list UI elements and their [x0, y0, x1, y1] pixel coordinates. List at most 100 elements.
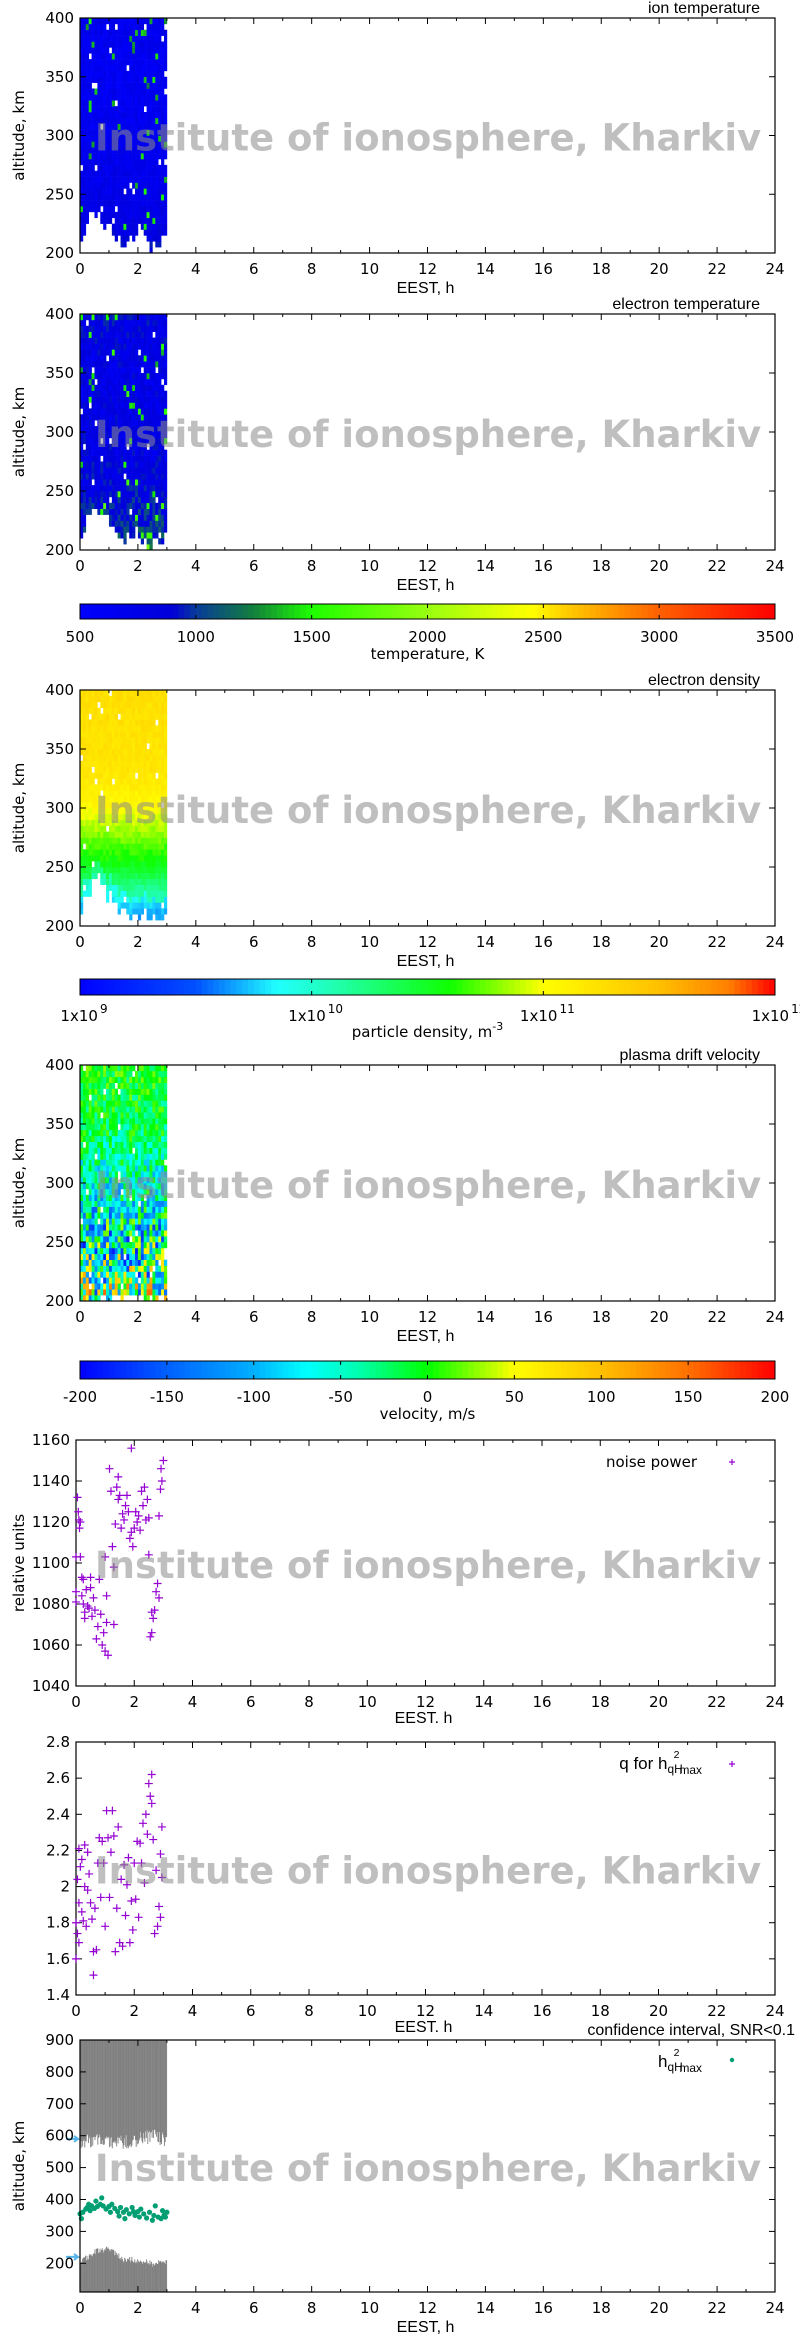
heatmap-cell	[103, 1236, 107, 1243]
heatmap-cell	[163, 1212, 168, 1219]
heatmap-cell	[155, 1082, 159, 1089]
heatmap-cell	[88, 843, 92, 850]
heatmap-cell	[132, 129, 136, 136]
heatmap-cell	[161, 53, 165, 60]
heatmap-cell	[88, 1141, 92, 1148]
heatmap-cell	[161, 349, 165, 356]
heatmap-cell	[155, 426, 159, 433]
heatmap-cell	[106, 1076, 110, 1083]
heatmap-cell	[103, 1177, 107, 1184]
heatmap-cell	[140, 1094, 145, 1101]
heatmap-cell	[123, 23, 127, 31]
colorbar-segment	[693, 979, 701, 995]
heatmap-cell	[123, 159, 127, 166]
heatmap-cell	[158, 1206, 162, 1213]
heatmap-cell	[82, 831, 87, 838]
heatmap-cell	[152, 1100, 156, 1107]
heatmap-cell	[97, 508, 101, 515]
heatmap-cell	[80, 772, 84, 779]
heatmap-cell	[80, 1277, 84, 1284]
heatmap-cell	[135, 443, 139, 450]
heatmap-cell	[80, 1265, 84, 1272]
heatmap-cell	[94, 813, 98, 821]
heatmap-cell	[161, 766, 165, 773]
heatmap-cell	[91, 719, 95, 726]
colorbar-segment	[108, 979, 116, 995]
heatmap-cell	[111, 182, 116, 189]
heatmap-cell	[137, 1206, 142, 1213]
heatmap-cell	[88, 117, 92, 125]
colorbar-segment	[734, 979, 741, 995]
heatmap-cell	[97, 70, 101, 78]
heatmap-cell	[135, 808, 139, 815]
heatmap-cell	[94, 343, 98, 350]
colorbar-segment	[717, 604, 724, 619]
heatmap-cell	[88, 1129, 92, 1137]
heatmap-cell	[126, 18, 130, 25]
heatmap-cell	[100, 378, 104, 386]
heatmap-cell	[100, 194, 104, 201]
heatmap-cell	[94, 432, 98, 439]
heatmap-cell	[143, 1135, 147, 1142]
heatmap-cell	[111, 1100, 116, 1107]
heatmap-cell	[103, 217, 107, 224]
heatmap-cell	[111, 867, 116, 874]
heatmap-cell	[80, 1088, 84, 1095]
heatmap-cell	[135, 1183, 139, 1190]
heatmap-cell	[152, 314, 156, 321]
heatmap-cell	[152, 18, 156, 25]
heatmap-cell	[132, 141, 136, 148]
heatmap-cell	[137, 217, 142, 224]
colorbar-segment	[444, 979, 452, 995]
heatmap-cell	[126, 491, 130, 498]
heatmap-cell	[132, 176, 136, 183]
heatmap-cell	[161, 23, 165, 31]
heatmap-cell	[117, 508, 121, 515]
heatmap-cell	[117, 867, 121, 874]
heatmap-cell	[149, 176, 153, 183]
heatmap-cell	[85, 449, 89, 456]
heatmap-cell	[103, 1065, 107, 1072]
heatmap-cell	[88, 182, 92, 189]
heatmap-cell	[85, 1206, 89, 1213]
heatmap-cell	[137, 754, 142, 762]
heatmap-cell	[137, 200, 142, 207]
heatmap-cell	[129, 70, 133, 78]
heatmap-cell	[103, 1159, 107, 1166]
heatmap-cell	[88, 1242, 92, 1249]
heatmap-cell	[126, 884, 130, 891]
heatmap-cell	[80, 890, 84, 897]
heatmap-cell	[163, 1147, 168, 1154]
heatmap-cell	[111, 1153, 116, 1160]
heatmap-cell	[108, 1206, 113, 1213]
heatmap-cell	[137, 1088, 142, 1095]
heatmap-cell	[149, 1124, 153, 1131]
heatmap-cell	[108, 1183, 113, 1190]
heatmap-cell	[88, 455, 92, 462]
heatmap-cell	[100, 485, 104, 492]
heatmap-cell	[143, 867, 147, 874]
heatmap-cell	[149, 384, 153, 391]
heatmap-cell	[97, 65, 101, 72]
heatmap-cell	[158, 200, 162, 207]
heatmap-cell	[97, 837, 101, 844]
heatmap-cell	[143, 467, 147, 474]
heatmap-cell	[85, 690, 89, 697]
heatmap-cell	[152, 1271, 156, 1278]
heatmap-cell	[129, 479, 133, 486]
heatmap-cell	[111, 117, 116, 125]
colorbar-segment	[670, 979, 677, 995]
heatmap-cell	[140, 813, 145, 821]
heatmap-cell	[114, 408, 118, 415]
heatmap-cell	[106, 878, 110, 885]
heatmap-cell	[137, 331, 142, 338]
colorbar-segment	[473, 604, 481, 619]
heatmap-cell	[111, 59, 116, 66]
heatmap-cell	[155, 707, 159, 714]
heatmap-cell	[146, 1165, 150, 1172]
heatmap-cell	[106, 1224, 110, 1231]
heatmap-cell	[123, 479, 127, 486]
heatmap-cell	[149, 719, 153, 726]
heatmap-cell	[80, 849, 84, 856]
heatmap-cell	[88, 1070, 92, 1078]
